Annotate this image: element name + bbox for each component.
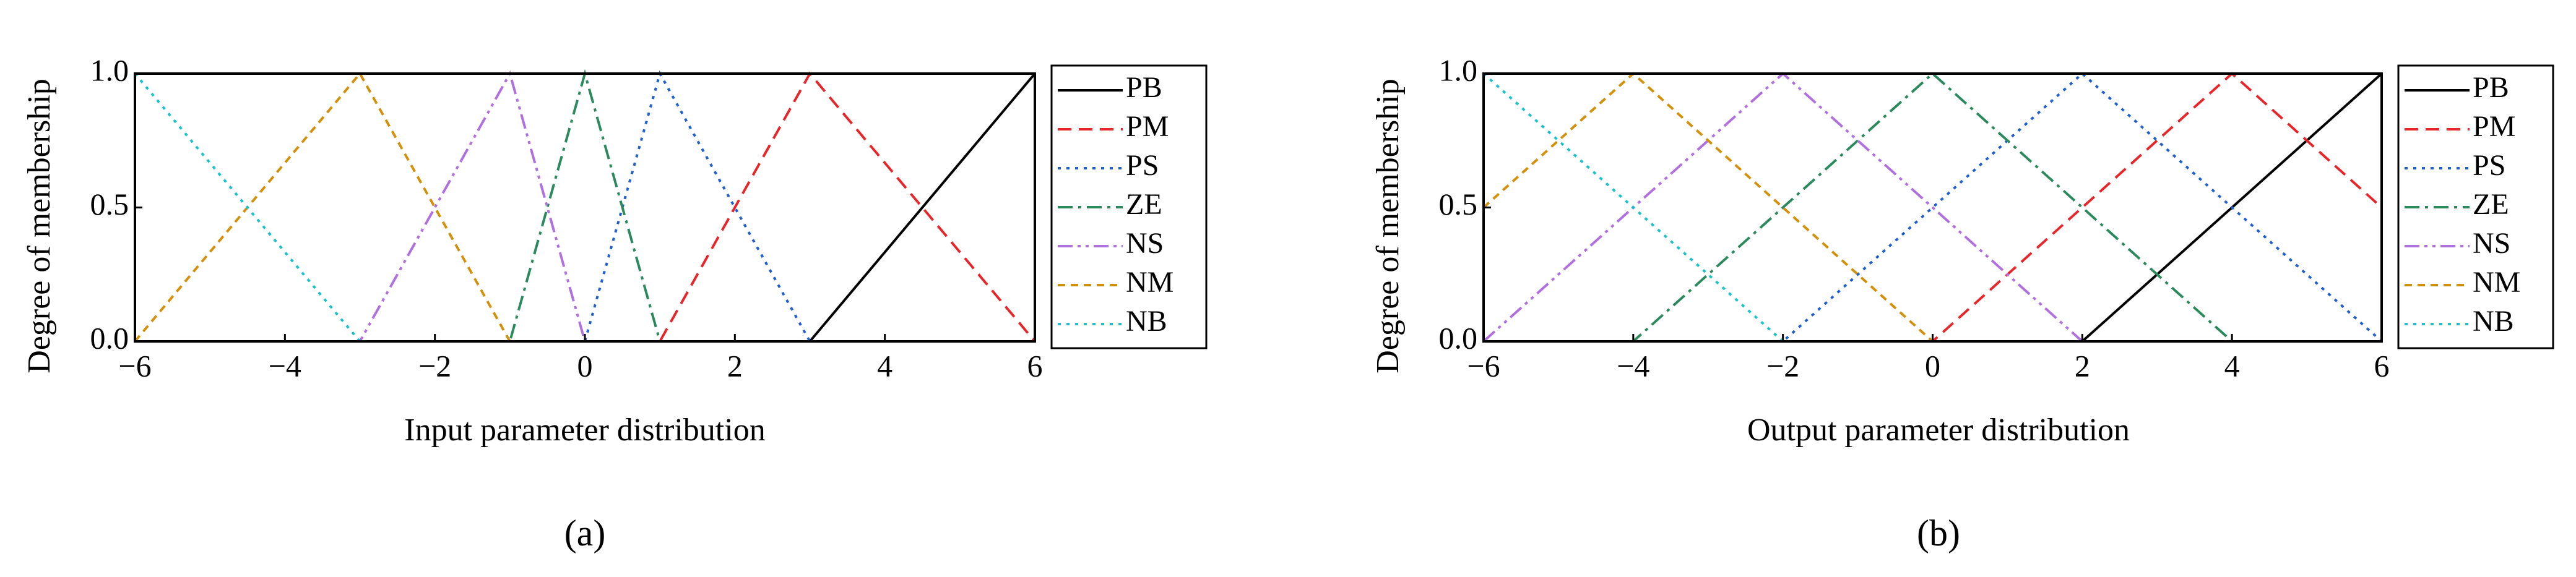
x-tick-label: 2 <box>2075 348 2090 383</box>
x-tick-label: 6 <box>1027 348 1043 383</box>
x-axis-label: Input parameter distribution <box>404 412 765 448</box>
legend-label: PB <box>2473 71 2509 104</box>
series-line <box>134 72 1035 343</box>
x-tick-label: −6 <box>1467 348 1500 383</box>
legend-label: PM <box>1126 110 1169 143</box>
legend-label: ZE <box>2473 188 2509 221</box>
legend-label: NB <box>1126 305 1167 338</box>
x-tick-label: −4 <box>269 348 301 383</box>
x-tick-label: −2 <box>418 348 451 383</box>
series-line <box>135 70 1035 343</box>
legend-label: ZE <box>1126 188 1162 221</box>
x-tick-label: 6 <box>2374 348 2390 383</box>
x-tick-label: −4 <box>1617 348 1649 383</box>
x-tick-label: 2 <box>727 348 743 383</box>
x-tick-label: 4 <box>2224 348 2240 383</box>
x-tick-label: −6 <box>118 348 151 383</box>
x-tick-label: 0 <box>1925 348 1940 383</box>
x-tick-label: −2 <box>1766 348 1799 383</box>
y-tick-label: 0.5 <box>90 187 129 221</box>
y-tick-label: 1.0 <box>90 53 129 87</box>
series-line <box>135 72 1036 343</box>
legend-label: PB <box>1126 71 1162 104</box>
series-line <box>135 70 1035 343</box>
legend-label: PS <box>1126 149 1159 182</box>
y-tick-label: 0.0 <box>1439 320 1478 355</box>
series-line <box>1482 72 2382 343</box>
plot-frame <box>134 72 1036 343</box>
caption: (b) <box>1917 513 1960 553</box>
y-tick-label: 0.5 <box>1439 187 1478 221</box>
legend-label: NB <box>2473 305 2514 338</box>
y-axis-label: Degree of membership <box>22 79 57 373</box>
x-tick-label: 4 <box>877 348 893 383</box>
series-line <box>135 71 1036 343</box>
legend-label: NM <box>1126 266 1173 299</box>
y-tick-label: 0.0 <box>90 320 129 355</box>
legend-label: NM <box>2473 266 2520 299</box>
legend-box <box>1050 64 1208 349</box>
legend-label: NS <box>1126 227 1164 260</box>
x-axis-label: Output parameter distribution <box>1747 412 2130 448</box>
y-axis-label: Degree of membership <box>1370 79 1406 373</box>
x-tick-label: 0 <box>577 348 593 383</box>
series-line <box>135 69 1035 343</box>
legend-label: PS <box>2473 149 2505 182</box>
series-line <box>134 71 1035 343</box>
legend-label: NS <box>2473 227 2510 260</box>
legend-label: PM <box>2473 110 2515 143</box>
legend-box <box>2397 64 2554 349</box>
caption: (a) <box>564 513 606 553</box>
y-tick-label: 1.0 <box>1439 53 1478 87</box>
